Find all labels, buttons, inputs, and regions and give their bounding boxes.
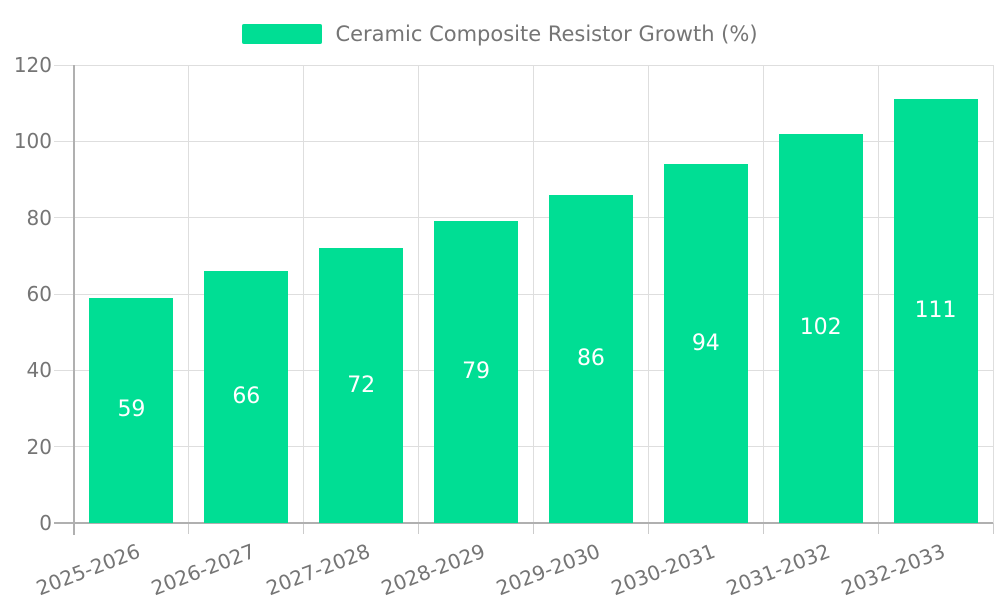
bar-value-label: 59	[117, 397, 146, 423]
gridline-y	[54, 64, 993, 66]
x-axis-tick	[533, 523, 534, 534]
bar[interactable]	[89, 297, 174, 523]
x-axis-tick	[647, 523, 649, 534]
y-tick-label: 40	[26, 358, 52, 383]
bar-value-label: 111	[914, 298, 957, 324]
y-axis-line	[73, 65, 75, 535]
bar[interactable]	[434, 221, 519, 523]
bar[interactable]	[319, 248, 404, 523]
gridline-x	[418, 65, 420, 523]
x-axis-tick	[188, 523, 190, 534]
bar-value-label: 79	[462, 359, 491, 385]
y-tick-label: 80	[26, 205, 52, 230]
gridline-x	[188, 65, 190, 523]
y-tick-label: 0	[39, 511, 52, 535]
x-axis-tick	[418, 523, 420, 534]
bar-value-label: 66	[232, 384, 261, 410]
y-tick-label: 60	[26, 282, 52, 306]
gridline-y	[54, 446, 993, 448]
chart-legend[interactable]: Ceramic Composite Resistor Growth (%)	[0, 20, 1000, 47]
bar-value-label: 94	[691, 330, 720, 356]
gridline-y	[54, 293, 993, 295]
bar[interactable]	[204, 271, 289, 523]
y-tick-label: 20	[26, 434, 52, 459]
bar-value-label: 72	[347, 372, 376, 398]
legend-swatch	[242, 23, 323, 44]
y-tick-label: 120	[13, 53, 52, 77]
x-axis-tick	[992, 523, 994, 534]
y-tick-label: 100	[13, 129, 52, 154]
gridline-x	[647, 65, 649, 523]
gridline-y	[54, 369, 993, 371]
bar[interactable]	[663, 164, 748, 523]
x-axis-tick	[877, 523, 879, 534]
gridline-x	[533, 65, 534, 523]
gridline-x	[992, 65, 994, 523]
bar[interactable]	[548, 194, 633, 523]
gridline-x	[762, 65, 764, 523]
gridline-x	[877, 65, 879, 523]
bar-value-label: 86	[576, 345, 605, 371]
bar-value-label: 102	[799, 315, 842, 341]
bar[interactable]	[778, 133, 863, 523]
gridline-y	[54, 217, 993, 219]
x-axis-tick	[762, 523, 764, 534]
x-axis-line	[54, 522, 993, 524]
gridline-x	[303, 65, 305, 523]
legend-label: Ceramic Composite Resistor Growth (%)	[335, 21, 758, 46]
gridline-y	[54, 140, 993, 142]
bar[interactable]	[893, 99, 978, 523]
x-axis-tick	[303, 523, 305, 534]
